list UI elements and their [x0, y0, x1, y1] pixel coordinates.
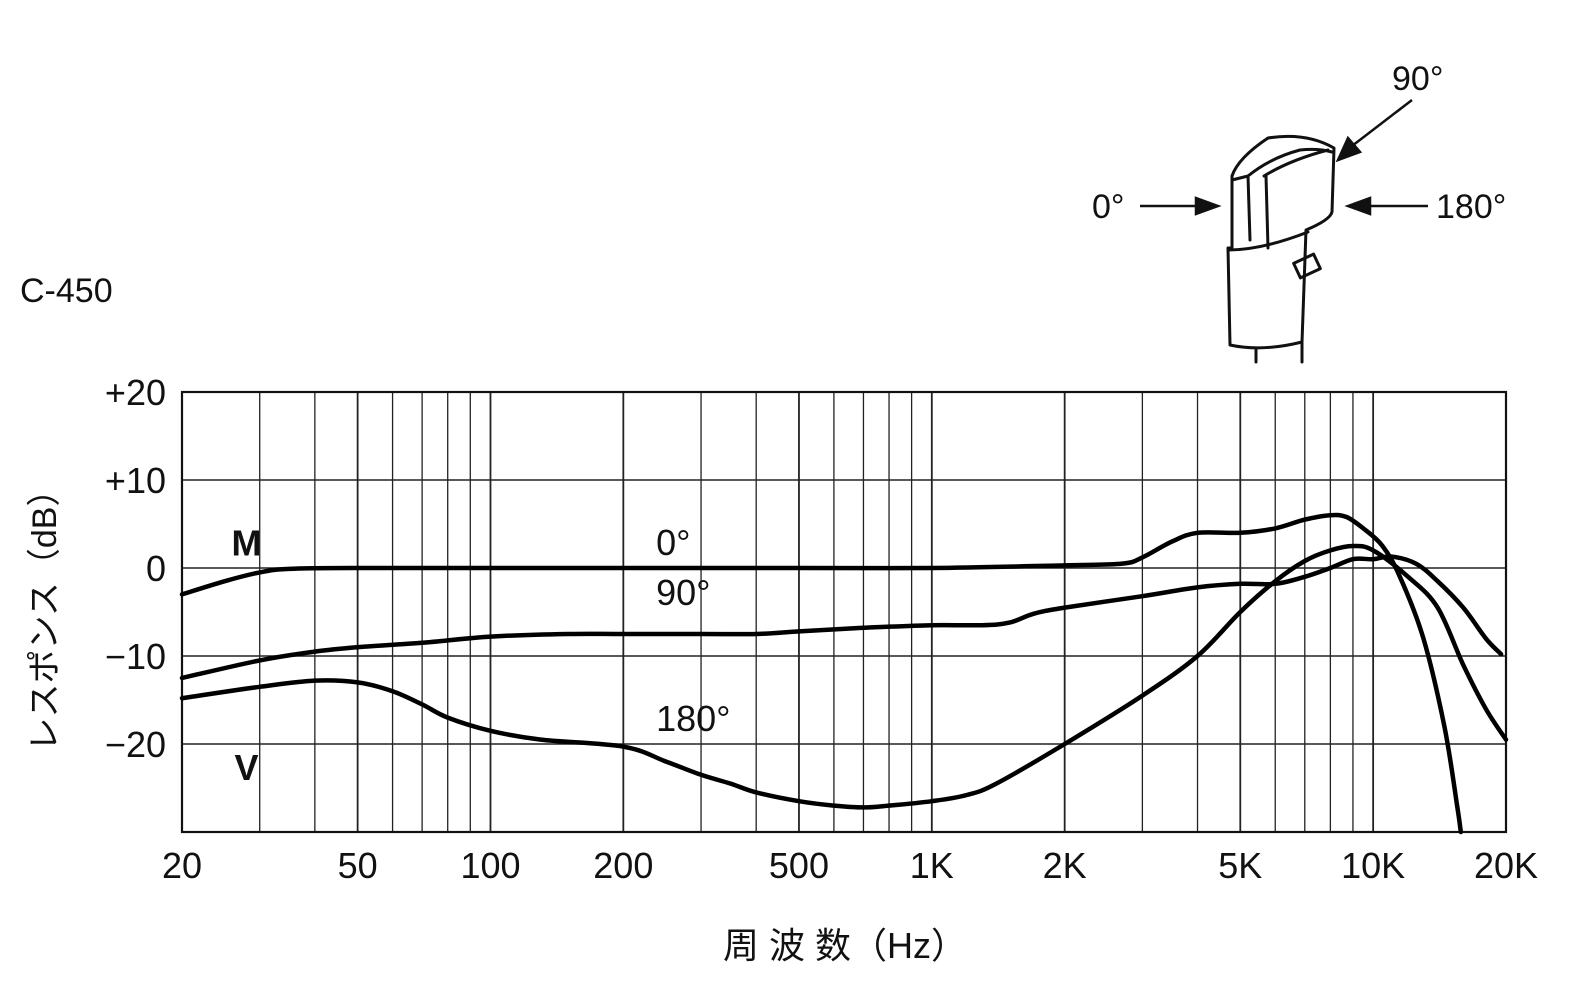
x-axis-label: 周 波 数（Hz）: [723, 925, 967, 966]
x-tick-label: 200: [593, 845, 653, 886]
series-line-2: [179, 543, 1509, 810]
series-layer: [179, 512, 1509, 835]
x-tick-label: 10K: [1341, 845, 1405, 886]
series-label-0: 0°: [656, 522, 690, 563]
y-tick-label: 0: [146, 548, 166, 589]
diagram-label-0: 0°: [1092, 188, 1125, 226]
labels-layer: 20 50 100 200 500 1K 2K 5K 10K 20K +20 +10 0 −10 −20 0°…: [105, 372, 1538, 886]
plot-frame: [180, 390, 1508, 834]
x-tick-label: 20K: [1474, 845, 1538, 886]
y-tick-label: −20: [105, 724, 166, 765]
series-line-1: [179, 554, 1504, 681]
series-label-2: 180°: [656, 698, 730, 739]
mic-capsule-icon: [1230, 147, 1334, 250]
curve-letter-label-1: V: [234, 747, 258, 788]
mic-lower-seam-icon: [1226, 230, 1310, 252]
x-tick-label: 1K: [910, 845, 954, 886]
diagram-label-180: 180°: [1436, 188, 1506, 226]
x-tick-label: 100: [460, 845, 520, 886]
x-tick-label: 2K: [1043, 845, 1087, 886]
arrow-180-head-icon: [1344, 196, 1372, 216]
x-tick-label: 20: [162, 845, 202, 886]
y-tick-label: +10: [105, 460, 166, 501]
diagram-label-90: 90°: [1392, 60, 1443, 98]
y-tick-label: +20: [105, 372, 166, 413]
x-tick-label: 5K: [1218, 845, 1262, 886]
model-label: C-450: [20, 272, 113, 310]
mic-body-icon: [1226, 134, 1336, 350]
series-line-0: [179, 512, 1464, 835]
y-tick-label: −10: [105, 636, 166, 677]
x-tick-label: 500: [769, 845, 829, 886]
x-tick-label: 50: [338, 845, 378, 886]
y-axis-label: レスポンス（dB）: [26, 473, 64, 752]
series-label-1: 90°: [656, 572, 710, 613]
arrow-90-line: [1351, 99, 1413, 147]
arrow-90-head-icon: [1335, 135, 1363, 163]
direction-arrows: [1140, 99, 1428, 216]
curve-letter-label-0: M: [231, 523, 261, 564]
chart-grid: [180, 390, 1508, 834]
mic-switch-icon: [1292, 252, 1322, 280]
mic-connector-icon: [1254, 340, 1304, 364]
arrow-0-head-icon: [1194, 196, 1222, 216]
microphone-diagram: [1226, 134, 1336, 364]
